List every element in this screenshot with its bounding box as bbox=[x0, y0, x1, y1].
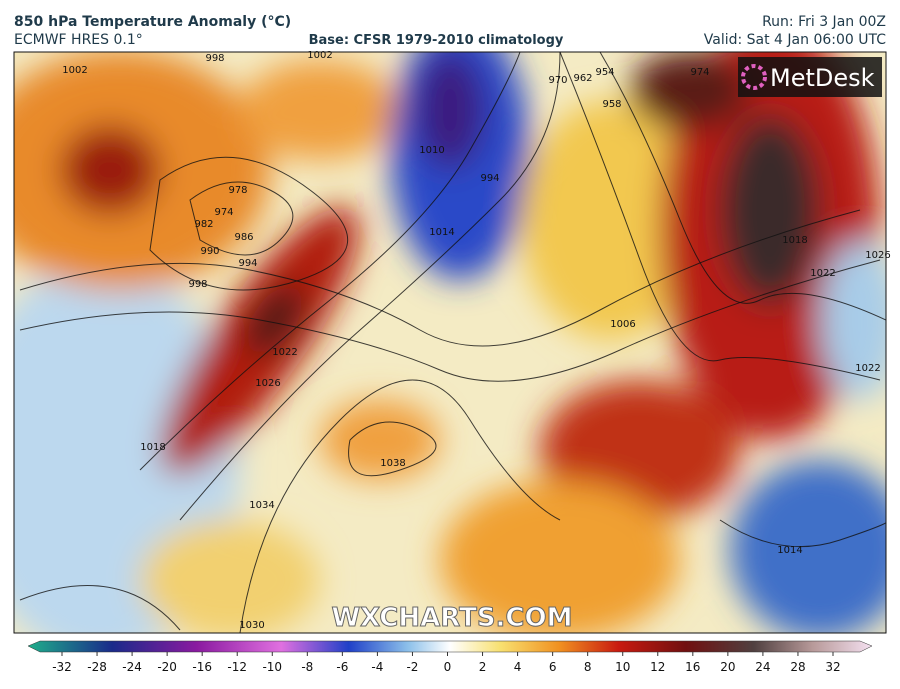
colorbar-label: 28 bbox=[790, 660, 805, 674]
logo-icon bbox=[741, 64, 767, 90]
isobar-label: 1038 bbox=[380, 458, 405, 469]
colorbar-label: 32 bbox=[825, 660, 840, 674]
colorbar-label: -12 bbox=[227, 660, 247, 674]
isobar-label: 982 bbox=[194, 219, 213, 230]
isobar-label: 958 bbox=[602, 99, 621, 110]
colorbar-label: -4 bbox=[371, 660, 383, 674]
colorbar-label: 24 bbox=[755, 660, 770, 674]
colorbar-label: -32 bbox=[52, 660, 72, 674]
isobar-label: 1022 bbox=[272, 347, 297, 358]
colorbar bbox=[27, 640, 873, 653]
logo: MetDesk bbox=[770, 64, 875, 92]
colorbar-label: 2 bbox=[479, 660, 487, 674]
isobar-label: 978 bbox=[228, 185, 247, 196]
isobar-label: 1006 bbox=[610, 319, 635, 330]
colorbar-label: 8 bbox=[584, 660, 592, 674]
colorbar-label: -28 bbox=[87, 660, 107, 674]
isobar-label: 986 bbox=[234, 232, 253, 243]
isobar-label: 998 bbox=[205, 53, 224, 64]
isobar-label: 1022 bbox=[810, 268, 835, 279]
isobar-label: 1018 bbox=[782, 235, 807, 246]
colorbar-label: -2 bbox=[406, 660, 418, 674]
valid: Valid: Sat 4 Jan 06:00 UTC bbox=[704, 32, 886, 48]
colorbar-label: 0 bbox=[444, 660, 452, 674]
colorbar-label: 10 bbox=[615, 660, 630, 674]
isobar-label: 998 bbox=[188, 279, 207, 290]
isobar-label: 994 bbox=[238, 258, 257, 269]
colorbar-label: 6 bbox=[549, 660, 557, 674]
isobar-label: 954 bbox=[595, 67, 614, 78]
colorbar-label: -6 bbox=[336, 660, 348, 674]
colorbar-label: 12 bbox=[650, 660, 665, 674]
base: Base: CFSR 1979-2010 climatology bbox=[309, 33, 564, 48]
isobar-label: 1010 bbox=[419, 145, 444, 156]
watermark: WXCHARTS.COM bbox=[331, 603, 572, 633]
isobar-label: 970 bbox=[548, 75, 567, 86]
colorbar-label: -24 bbox=[122, 660, 142, 674]
colorbar-label: 16 bbox=[685, 660, 700, 674]
isobar-label: 1034 bbox=[249, 500, 274, 511]
model: ECMWF HRES 0.1° bbox=[14, 32, 143, 48]
colorbar-label: 20 bbox=[720, 660, 735, 674]
isobar-label: 974 bbox=[690, 67, 709, 78]
map-frame bbox=[13, 51, 887, 634]
map bbox=[14, 52, 886, 633]
colorbar-ticks: -32 -28 -24 -20 -16 -12 -10 -8 -6 -4 -2 0 2 4 6 8 10 12 16… bbox=[52, 652, 841, 674]
isobar-label: 1026 bbox=[865, 250, 890, 261]
isobar-label: 1022 bbox=[855, 363, 880, 374]
isobar-label: 1014 bbox=[429, 227, 454, 238]
isobar-label: 1002 bbox=[307, 50, 332, 61]
isobar-label: 1018 bbox=[140, 442, 165, 453]
isobar-label: 994 bbox=[480, 173, 499, 184]
run: Run: Fri 3 Jan 00Z bbox=[762, 14, 886, 30]
isobar-label: 990 bbox=[200, 246, 219, 257]
isobar-label: 1030 bbox=[239, 620, 264, 631]
isobar-label: 1002 bbox=[62, 65, 87, 76]
colorbar-label: -20 bbox=[157, 660, 177, 674]
colorbar-label: -16 bbox=[192, 660, 212, 674]
isobar-label: 962 bbox=[573, 73, 592, 84]
isobar-label: 974 bbox=[214, 207, 233, 218]
colorbar-label: -8 bbox=[301, 660, 313, 674]
title: 850 hPa Temperature Anomaly (°C) bbox=[14, 14, 291, 30]
isobar-label: 1014 bbox=[777, 545, 802, 556]
colorbar-label: -10 bbox=[262, 660, 282, 674]
colorbar-label: 4 bbox=[514, 660, 522, 674]
logo-box bbox=[738, 57, 882, 97]
isobar-label: 1026 bbox=[255, 378, 280, 389]
